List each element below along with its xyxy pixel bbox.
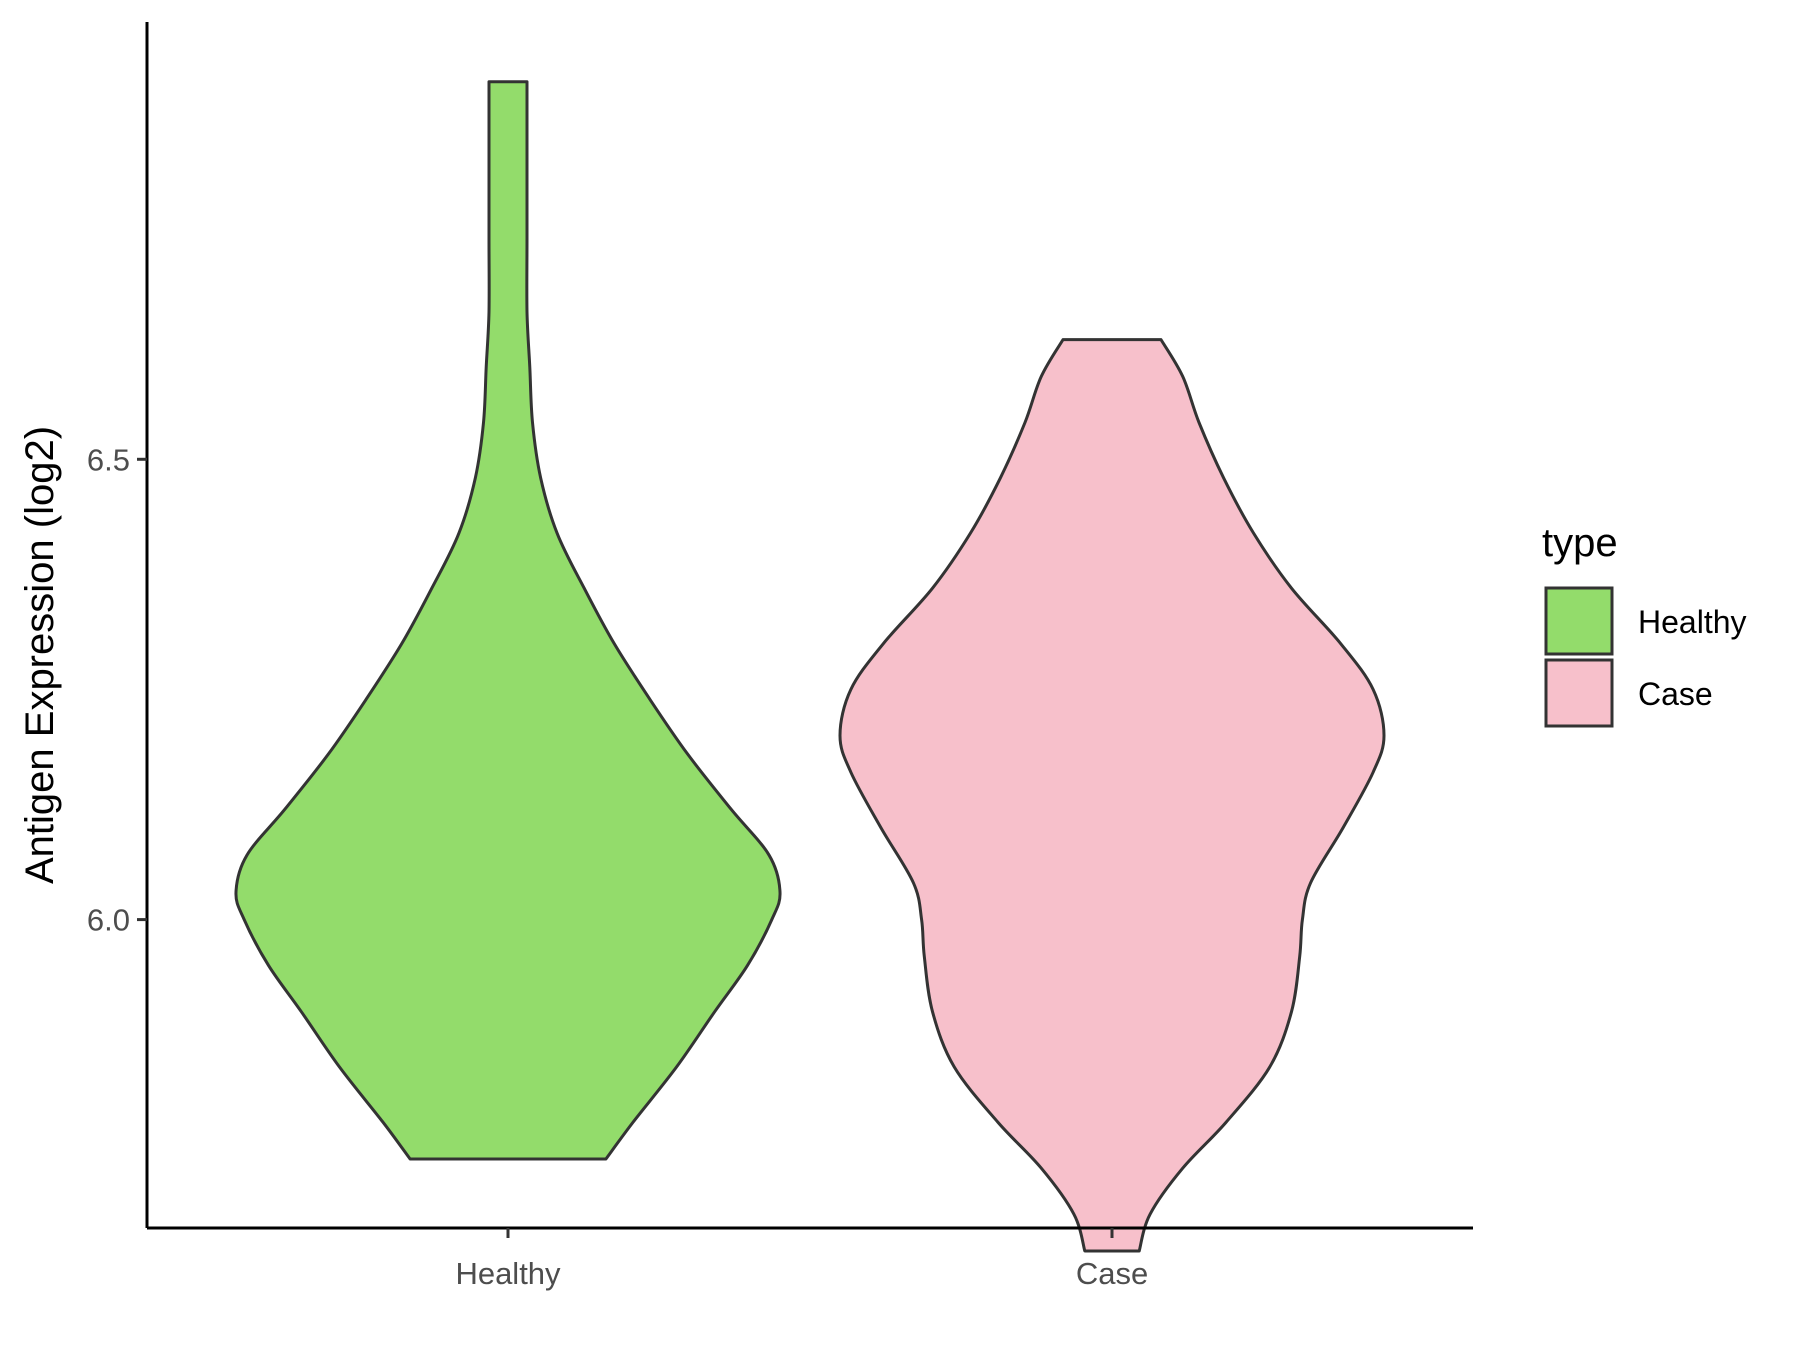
legend-key-case xyxy=(1544,658,1614,728)
plot-area xyxy=(234,80,1386,1253)
y-axis-ticks: 6.0 6.5 xyxy=(87,442,147,938)
y-tick-label: 6.5 xyxy=(87,442,130,477)
legend-items: Healthy Case xyxy=(1544,586,1747,728)
y-tick-label: 6.0 xyxy=(87,903,130,938)
legend-key-healthy xyxy=(1544,586,1614,656)
legend-label-healthy: Healthy xyxy=(1638,604,1747,640)
x-axis-ticks: Healthy Case xyxy=(455,1228,1148,1291)
x-tick-label-case: Case xyxy=(1076,1256,1148,1291)
legend-label-case: Case xyxy=(1638,676,1713,712)
violin-case xyxy=(838,338,1386,1253)
y-axis-title: Antigen Expression (log2) xyxy=(18,426,62,884)
legend: type Healthy Case xyxy=(1542,521,1747,728)
x-tick-label-healthy: Healthy xyxy=(455,1256,561,1291)
violin-healthy xyxy=(234,80,782,1161)
legend-title: type xyxy=(1542,521,1618,565)
